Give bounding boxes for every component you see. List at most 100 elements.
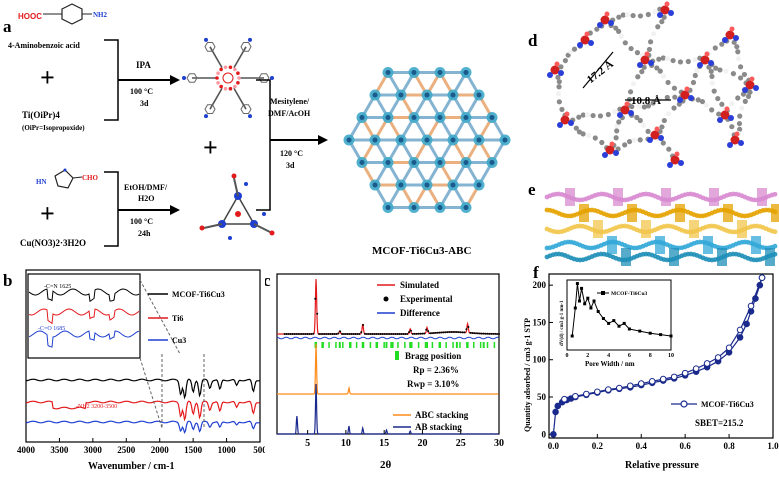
experimental-point xyxy=(312,332,315,335)
experimental-point xyxy=(398,332,401,335)
experimental-point xyxy=(352,333,355,335)
experimental-point xyxy=(429,332,432,335)
panel-b-x-ticks: 4000 3500 3000 2500 2000 1500 1000 500 xyxy=(17,438,267,455)
experimental-point xyxy=(492,332,495,335)
experimental-point xyxy=(283,333,286,335)
experimental-point xyxy=(444,331,447,334)
adsorption-point xyxy=(743,320,750,328)
experimental-point xyxy=(436,331,439,334)
experimental-point xyxy=(320,333,323,335)
experimental-point xyxy=(346,333,349,335)
experimental-point xyxy=(434,331,437,334)
experimental-point xyxy=(392,332,395,335)
abc-stacking-trace xyxy=(277,343,499,395)
ti6-cluster-structure xyxy=(182,37,274,119)
panel-f-legend: MCOF-Ti6Cu3 SBET=215.2 xyxy=(671,400,754,428)
cond3-time: 3d xyxy=(286,161,295,170)
experimental-point xyxy=(394,332,397,335)
cond1-solvent: IPA xyxy=(136,60,151,70)
rwp-value: Rwp = 3.10% xyxy=(407,379,459,389)
experimental-point xyxy=(453,331,456,334)
experimental-point xyxy=(302,333,305,335)
experimental-point xyxy=(425,328,428,331)
ab-stacking-trace xyxy=(277,383,499,435)
experimental-point xyxy=(417,332,420,335)
inset-xlabel: Pore Width / nm xyxy=(585,360,635,368)
legend-ab: AB stacking xyxy=(415,422,462,432)
experimental-point xyxy=(362,324,365,327)
x-tick-label: 0.6 xyxy=(680,441,692,451)
inset-point xyxy=(586,296,590,300)
experimental-point xyxy=(413,332,416,335)
inset-point xyxy=(607,321,611,325)
experimental-point xyxy=(415,332,418,335)
panel-c-label: c xyxy=(265,271,271,290)
legend-bragg: Bragg position xyxy=(405,351,461,361)
inset-point xyxy=(575,282,579,285)
inset-point xyxy=(589,306,593,310)
pore-structure-view xyxy=(547,1,759,168)
panel-f-inset-frame xyxy=(566,279,672,351)
x-tick-label: 0.0 xyxy=(548,441,560,451)
experimental-point xyxy=(465,328,468,331)
nh2-group: NH2 xyxy=(93,11,108,19)
experimental-point xyxy=(480,332,483,335)
pore-size-inset-plot xyxy=(570,282,673,338)
experimental-point xyxy=(475,332,478,335)
panel-b-inset-frame xyxy=(27,273,141,359)
experimental-point xyxy=(440,331,443,334)
cond2-time: 24h xyxy=(138,229,151,238)
desorption-point xyxy=(725,344,733,352)
experimental-point xyxy=(442,331,445,334)
experimental-point xyxy=(406,332,409,335)
desorption-point xyxy=(747,302,755,310)
desorption-point xyxy=(736,326,744,334)
experimental-point xyxy=(498,332,500,335)
experimental-point xyxy=(329,333,332,335)
experimental-point xyxy=(354,333,357,335)
x-tick-label: 30 xyxy=(494,438,504,449)
experimental-point xyxy=(455,331,458,334)
panel-b: b 4000 3500 3000 2500 2000 1500 1000 500 Wavenu… xyxy=(0,262,267,475)
experimental-point xyxy=(390,332,393,335)
experimental-point xyxy=(287,333,290,335)
cond3-line2: DMF/AcOH xyxy=(268,109,311,118)
isotherm-plot xyxy=(550,274,766,438)
experimental-point xyxy=(387,332,389,335)
experimental-point xyxy=(300,333,303,335)
inset-x-tick-label: 0 xyxy=(566,353,569,359)
panel-f-label: f xyxy=(533,263,539,282)
experimental-point xyxy=(478,332,481,335)
desorption-point xyxy=(626,382,634,390)
sbet-value: SBET=215.2 xyxy=(695,418,744,428)
experimental-point xyxy=(331,333,334,335)
inset-point xyxy=(573,306,577,310)
desorption-point xyxy=(583,390,590,398)
experimental-point xyxy=(473,332,476,335)
rp-value: Rp = 2.36% xyxy=(413,365,459,375)
pxrd-plot xyxy=(276,278,500,435)
experimental-point xyxy=(471,332,474,335)
experimental-point xyxy=(285,333,288,335)
svg-text:10.8 Å: 10.8 Å xyxy=(631,95,661,107)
legend-experimental: Experimental xyxy=(400,294,453,304)
panel-f: f Quantity adsorbed / cm3 g-1 STP 0 50 100… xyxy=(505,262,779,475)
adsorption-point xyxy=(552,408,559,416)
panel-c-x-ticks: 5 10 15 20 25 30 xyxy=(305,430,504,449)
experimental-point xyxy=(337,332,340,335)
x-tick-label: 25 xyxy=(456,438,466,449)
x-tick-label: 0.2 xyxy=(592,441,604,451)
desorption-point xyxy=(670,373,678,381)
panel-f-frame xyxy=(548,273,774,439)
desorption-point xyxy=(572,392,579,400)
experimental-point xyxy=(463,331,466,334)
experimental-point xyxy=(358,332,361,335)
experimental-point xyxy=(404,332,407,335)
ftir-trace-cu3 xyxy=(25,420,260,434)
x-tick-label: 500 xyxy=(253,445,265,455)
x-tick-label: 1000 xyxy=(218,445,237,455)
experimental-point xyxy=(457,331,460,334)
experimental-point xyxy=(298,333,301,335)
experimental-point xyxy=(306,333,309,335)
x-tick-label: 3000 xyxy=(84,445,103,455)
